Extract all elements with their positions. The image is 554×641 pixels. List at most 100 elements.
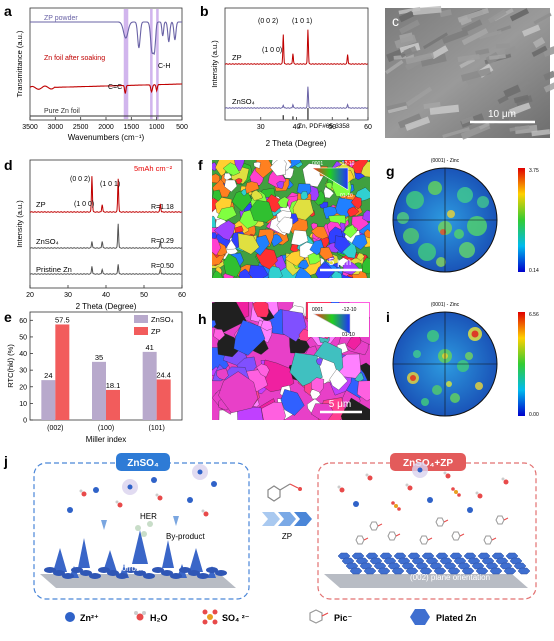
- zn-deposit: [188, 570, 200, 576]
- zn-deposit: [80, 570, 92, 576]
- ipf-key-label-0110-f: 01-10: [340, 193, 353, 199]
- x-tick-label: 50: [140, 292, 148, 299]
- zn-deposit: [98, 567, 110, 573]
- grain: [216, 368, 229, 381]
- series-label-pdf: Zn, PDF#65-3358: [298, 123, 350, 130]
- grain: [224, 179, 238, 193]
- zn-ion: [127, 484, 133, 490]
- sem-flake: [461, 28, 489, 46]
- grain: [223, 253, 242, 278]
- dendrite: [53, 548, 67, 572]
- zn-deposit: [134, 570, 146, 576]
- plated-zn-icon: [410, 609, 430, 625]
- intensity-spot: [436, 257, 446, 267]
- pole-intensity-i: [407, 327, 483, 406]
- panel-d: d 20 30 40 50 60 2 Theta (Degree) Intensity …: [4, 157, 186, 311]
- plated-zn-hex: [365, 552, 379, 560]
- grain: [319, 246, 334, 261]
- zn-deposit: [152, 567, 164, 573]
- plated-zn-hex: [345, 562, 359, 570]
- left-title: ZnSO₄: [127, 458, 159, 469]
- bar-series: 24 57.5 35 18.1 41 24.4: [41, 315, 171, 420]
- series-label-pure-zn: Pure Zn foil: [44, 108, 80, 115]
- peak-label-002-d: (0 0 2): [70, 176, 90, 183]
- intensity-spot: [477, 196, 489, 208]
- water-molecule-h: [79, 489, 83, 493]
- x-tick-label: 30: [257, 124, 265, 131]
- scalebar-label-h: 5 μm: [329, 399, 351, 410]
- pole-title-i: (0001) - Zinc: [431, 302, 460, 308]
- grain: [300, 191, 309, 200]
- sem-flake: [423, 101, 441, 110]
- highlight-band: [123, 9, 129, 119]
- dendrite: [132, 530, 148, 564]
- y-tick-label: 20: [19, 384, 27, 391]
- water-molecule-h: [155, 493, 159, 497]
- intensity-spot: [446, 381, 452, 387]
- water-molecule: [157, 495, 163, 501]
- zn-deposit: [125, 567, 137, 573]
- legend-pic: Pic⁻: [334, 613, 353, 623]
- x-tick-label: 3500: [22, 124, 38, 131]
- grain: [347, 206, 360, 218]
- sem-flake: [489, 54, 506, 60]
- zn-ion: [417, 467, 423, 473]
- peak-label-100-d: (1 0 0): [74, 201, 94, 208]
- panel-letter-a: a: [4, 3, 12, 19]
- x-tick-label: 60: [364, 124, 372, 131]
- y-axis-label-a: Transmittance (a.u.): [15, 30, 24, 97]
- plated-zn-hex: [363, 567, 377, 575]
- process-arrow: [262, 512, 312, 526]
- pic-adsorbed-group: [503, 517, 509, 521]
- panel-h: h 0001 -12-10 01-10 5 μm: [198, 302, 370, 420]
- grain: [351, 196, 362, 210]
- label-byproduct: By-product: [166, 532, 205, 541]
- grain: [212, 215, 216, 228]
- ratio-label-zp: R=1.18: [151, 204, 174, 211]
- x-axis-label-b: 2 Theta (Degree): [266, 139, 327, 148]
- highlight-band: [150, 9, 153, 119]
- plated-zn-hex: [373, 562, 387, 570]
- gas-bubble: [147, 521, 153, 527]
- zn-deposit: [197, 573, 209, 579]
- sulfate-o: [451, 487, 455, 491]
- sem-flake: [497, 95, 509, 105]
- plated-zn-hex: [509, 557, 523, 565]
- sem-flake: [503, 84, 521, 98]
- ratio-label-znso4: R=0.29: [151, 238, 174, 245]
- grain: [340, 397, 370, 420]
- plated-zn-hex: [387, 562, 401, 570]
- legend-e: ZnSO₄ ZP: [134, 315, 174, 336]
- sem-flake: [543, 70, 554, 81]
- plated-zn-hex: [337, 552, 351, 560]
- dendrite: [189, 548, 203, 572]
- sem-flake: [403, 45, 418, 58]
- panel-c: c 10 μm: [385, 5, 554, 140]
- sem-flake: [397, 113, 422, 129]
- plated-zn-hex: [471, 562, 485, 570]
- series-label-zp-d: ZP: [36, 200, 46, 209]
- ipf-key-label-1210-f: -12-10: [340, 161, 355, 167]
- sem-flake: [439, 9, 452, 18]
- y-tick-labels-e: 0 10 20 30 40 50 60: [19, 318, 33, 425]
- gas-bubble: [135, 525, 141, 531]
- pole-title-g: (0001) - Zinc: [431, 158, 460, 164]
- intensity-spot: [467, 216, 487, 236]
- x-tick-label: 2500: [73, 124, 89, 131]
- grain: [269, 160, 287, 177]
- water-molecule: [81, 491, 87, 497]
- sem-flake: [509, 8, 530, 22]
- plated-zn-hex: [443, 562, 457, 570]
- grain: [311, 377, 325, 393]
- xrd-curve-0: [29, 176, 182, 213]
- grain: [277, 196, 290, 208]
- plated-zn-hex: [467, 557, 481, 565]
- water-molecule: [203, 511, 209, 517]
- sem-flake: [513, 94, 529, 104]
- bar-value-label: 41: [145, 343, 153, 352]
- x-tick-labels-d: 20 30 40 50 60: [26, 285, 186, 299]
- plated-zn-hex: [503, 567, 517, 575]
- zn-deposit: [53, 570, 65, 576]
- sem-flake: [508, 101, 531, 116]
- pic-molecule-icon: [267, 483, 302, 502]
